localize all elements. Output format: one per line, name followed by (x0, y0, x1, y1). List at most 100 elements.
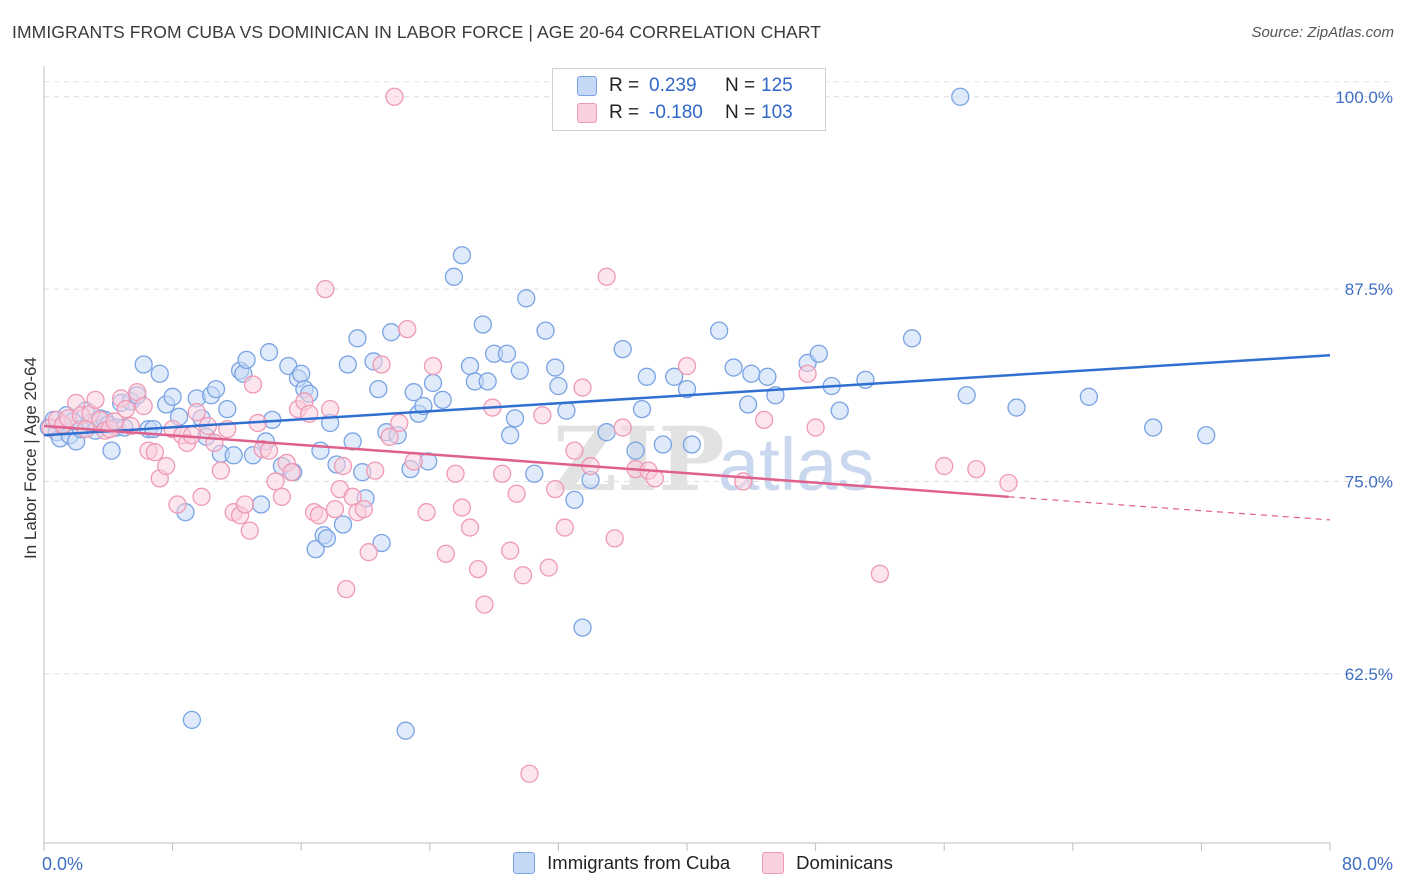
point-cuba (1079, 387, 1099, 406)
point-cuba (473, 315, 492, 334)
point-dominicans (192, 487, 211, 506)
point-cuba (957, 386, 976, 405)
point-cuba (292, 364, 311, 383)
point-dominicans (605, 529, 624, 548)
point-dominicans (365, 461, 385, 480)
point-dominicans (565, 441, 584, 460)
point-cuba (372, 533, 391, 553)
point-dominicans (935, 456, 954, 476)
legend-r-value: 0.239 (649, 75, 697, 96)
legend-n-label: N = (725, 75, 756, 96)
point-dominicans (187, 403, 206, 422)
point-cuba (396, 721, 415, 740)
legend-row-cuba: R = 0.239 N = 125 (553, 73, 793, 99)
point-cuba (1007, 398, 1026, 417)
point-dominicans (501, 541, 520, 560)
point-cuba (738, 395, 758, 414)
point-cuba (549, 376, 568, 396)
point-cuba (758, 367, 777, 386)
point-cuba (478, 372, 497, 391)
point-dominicans (404, 452, 423, 471)
trend-line-dashed-dominicans (1008, 496, 1331, 521)
point-dominicans (446, 464, 465, 483)
point-dominicans (235, 495, 255, 514)
point-dominicans (613, 418, 632, 437)
point-cuba (742, 364, 761, 383)
point-cuba (505, 409, 525, 428)
point-dominicans (320, 399, 340, 419)
legend-r-label: R = (609, 75, 640, 96)
point-dominicans (157, 456, 176, 476)
point-cuba (497, 344, 517, 363)
point-dominicans (520, 764, 539, 783)
point-dominicans (546, 479, 565, 499)
y-tick-labels: 100.0% 87.5% 75.0% 62.5% (1335, 88, 1393, 684)
point-dominicans (533, 406, 552, 425)
point-cuba (452, 246, 472, 265)
point-cuba (710, 321, 729, 340)
point-cuba (460, 356, 480, 376)
data-points (39, 87, 1216, 783)
point-cuba (724, 358, 743, 377)
point-dominicans (337, 579, 356, 599)
point-dominicans (359, 543, 378, 562)
point-dominicans (492, 464, 512, 483)
y-tick-label: 75.0% (1345, 472, 1393, 491)
legend-swatch-dominicans (577, 103, 597, 123)
point-dominicans (870, 564, 890, 583)
point-cuba (637, 367, 656, 386)
legend-row-dominicans: R = -0.180 N = 103 (553, 100, 793, 126)
point-cuba (333, 515, 353, 534)
legend-n-value: 125 (761, 75, 793, 96)
point-cuba (433, 390, 452, 410)
point-dominicans (539, 558, 558, 577)
point-cuba (382, 323, 401, 342)
point-cuba (369, 379, 388, 399)
point-dominicans (240, 521, 259, 540)
point-cuba (626, 441, 645, 460)
point-cuba (251, 495, 271, 514)
source-label: Source: ZipAtlas.com (1251, 24, 1394, 41)
point-dominicans (555, 518, 574, 537)
legend: R = 0.239 N = 125 R = -0.180 N = 103 (552, 68, 826, 131)
legend-swatch-cuba (577, 76, 597, 96)
y-axis-title: In Labor Force | Age 20-64 (21, 357, 40, 559)
point-cuba (1197, 426, 1216, 445)
point-cuba (150, 364, 169, 383)
series-legend: Immigrants from Cuba Dominicans (0, 852, 1406, 874)
point-cuba (664, 367, 684, 386)
point-dominicans (316, 279, 335, 299)
point-dominicans (145, 443, 165, 462)
legend-n-value: 103 (761, 102, 793, 123)
point-dominicans (309, 506, 329, 525)
point-cuba (809, 344, 828, 363)
point-dominicans (460, 518, 480, 537)
legend-item-cuba[interactable]: Immigrants from Cuba (513, 852, 730, 874)
point-dominicans (354, 499, 374, 519)
point-dominicans (806, 418, 825, 437)
point-cuba (856, 370, 875, 390)
legend-item-dominicans[interactable]: Dominicans (762, 852, 893, 874)
point-cuba (224, 446, 243, 465)
point-dominicans (677, 356, 697, 376)
point-dominicans (272, 487, 292, 506)
point-cuba (134, 355, 153, 374)
point-cuba (102, 441, 121, 460)
axes (43, 66, 1331, 851)
point-dominicans (259, 441, 279, 460)
y-tick-label: 100.0% (1335, 88, 1393, 107)
watermark: ZIP atlas (553, 407, 874, 511)
point-cuba (348, 329, 367, 348)
point-dominicans (597, 267, 616, 286)
point-cuba (218, 399, 237, 419)
point-dominicans (573, 378, 592, 397)
y-tick-label: 62.5% (1345, 665, 1393, 684)
y-tick-label: 87.5% (1345, 280, 1393, 299)
point-cuba (317, 529, 337, 548)
legend-label-dominicans: Dominicans (796, 852, 893, 873)
point-cuba (517, 289, 536, 308)
point-dominicans (390, 413, 409, 433)
legend-label-cuba: Immigrants from Cuba (547, 852, 731, 873)
point-cuba (525, 464, 544, 483)
point-dominicans (243, 375, 263, 394)
